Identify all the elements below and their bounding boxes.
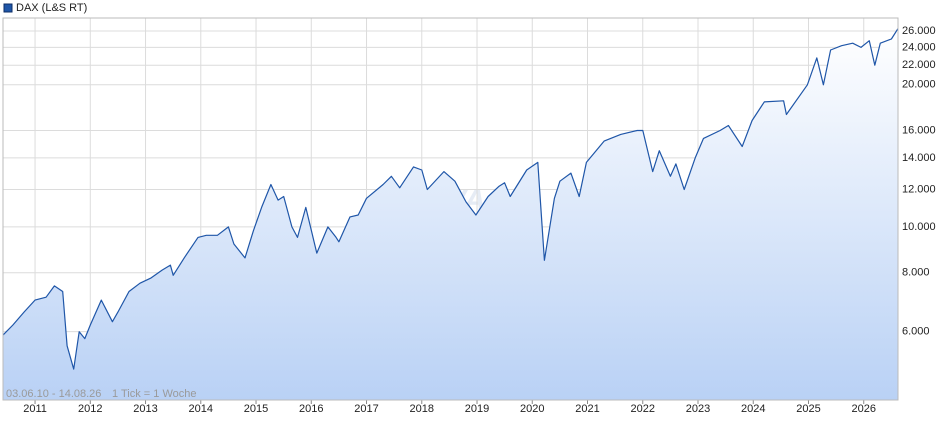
y-tick-label: 22.000 [902,59,936,71]
line [2,28,899,370]
y-tick-label: 14.000 [902,152,936,164]
y-tick-label: 10.000 [902,221,936,233]
x-tick-label: 2014 [189,403,213,415]
legend-swatch [3,3,13,13]
x-tick-label: 2012 [78,403,102,415]
x-tick-label: 2023 [686,403,710,415]
x-tick-label: 2024 [741,403,765,415]
legend-label: DAX (L&S RT) [16,2,87,14]
y-tick-label: 6.000 [902,326,930,338]
x-tick-label: 2016 [299,403,323,415]
x-tick-label: 2015 [244,403,268,415]
x-tick-label: 2013 [133,403,157,415]
y-tick-label: 12.000 [902,183,936,195]
x-tick-label: 2021 [575,403,599,415]
area [3,28,898,400]
y-tick-label: 26.000 [902,25,936,37]
y-tick-label: 20.000 [902,79,936,91]
x-tick-label: 2025 [796,403,820,415]
x-tick-label: 2019 [465,403,489,415]
x-tick-label: 2011 [23,403,47,415]
x-tick-label: 2020 [520,403,544,415]
y-tick-label: 16.000 [902,124,936,136]
footer-range: 03.06.10 - 14.08.26 [6,388,101,400]
footer-tick: 1 Tick = 1 Woche [112,388,196,400]
y-tick-label: 8.000 [902,267,930,279]
x-tick-label: 2022 [631,403,655,415]
x-tick-label: 2017 [354,403,378,415]
plot-frame [2,17,899,401]
x-tick-label: 2018 [410,403,434,415]
y-tick-label: 24.000 [902,41,936,53]
x-tick-label: 2026 [852,403,876,415]
